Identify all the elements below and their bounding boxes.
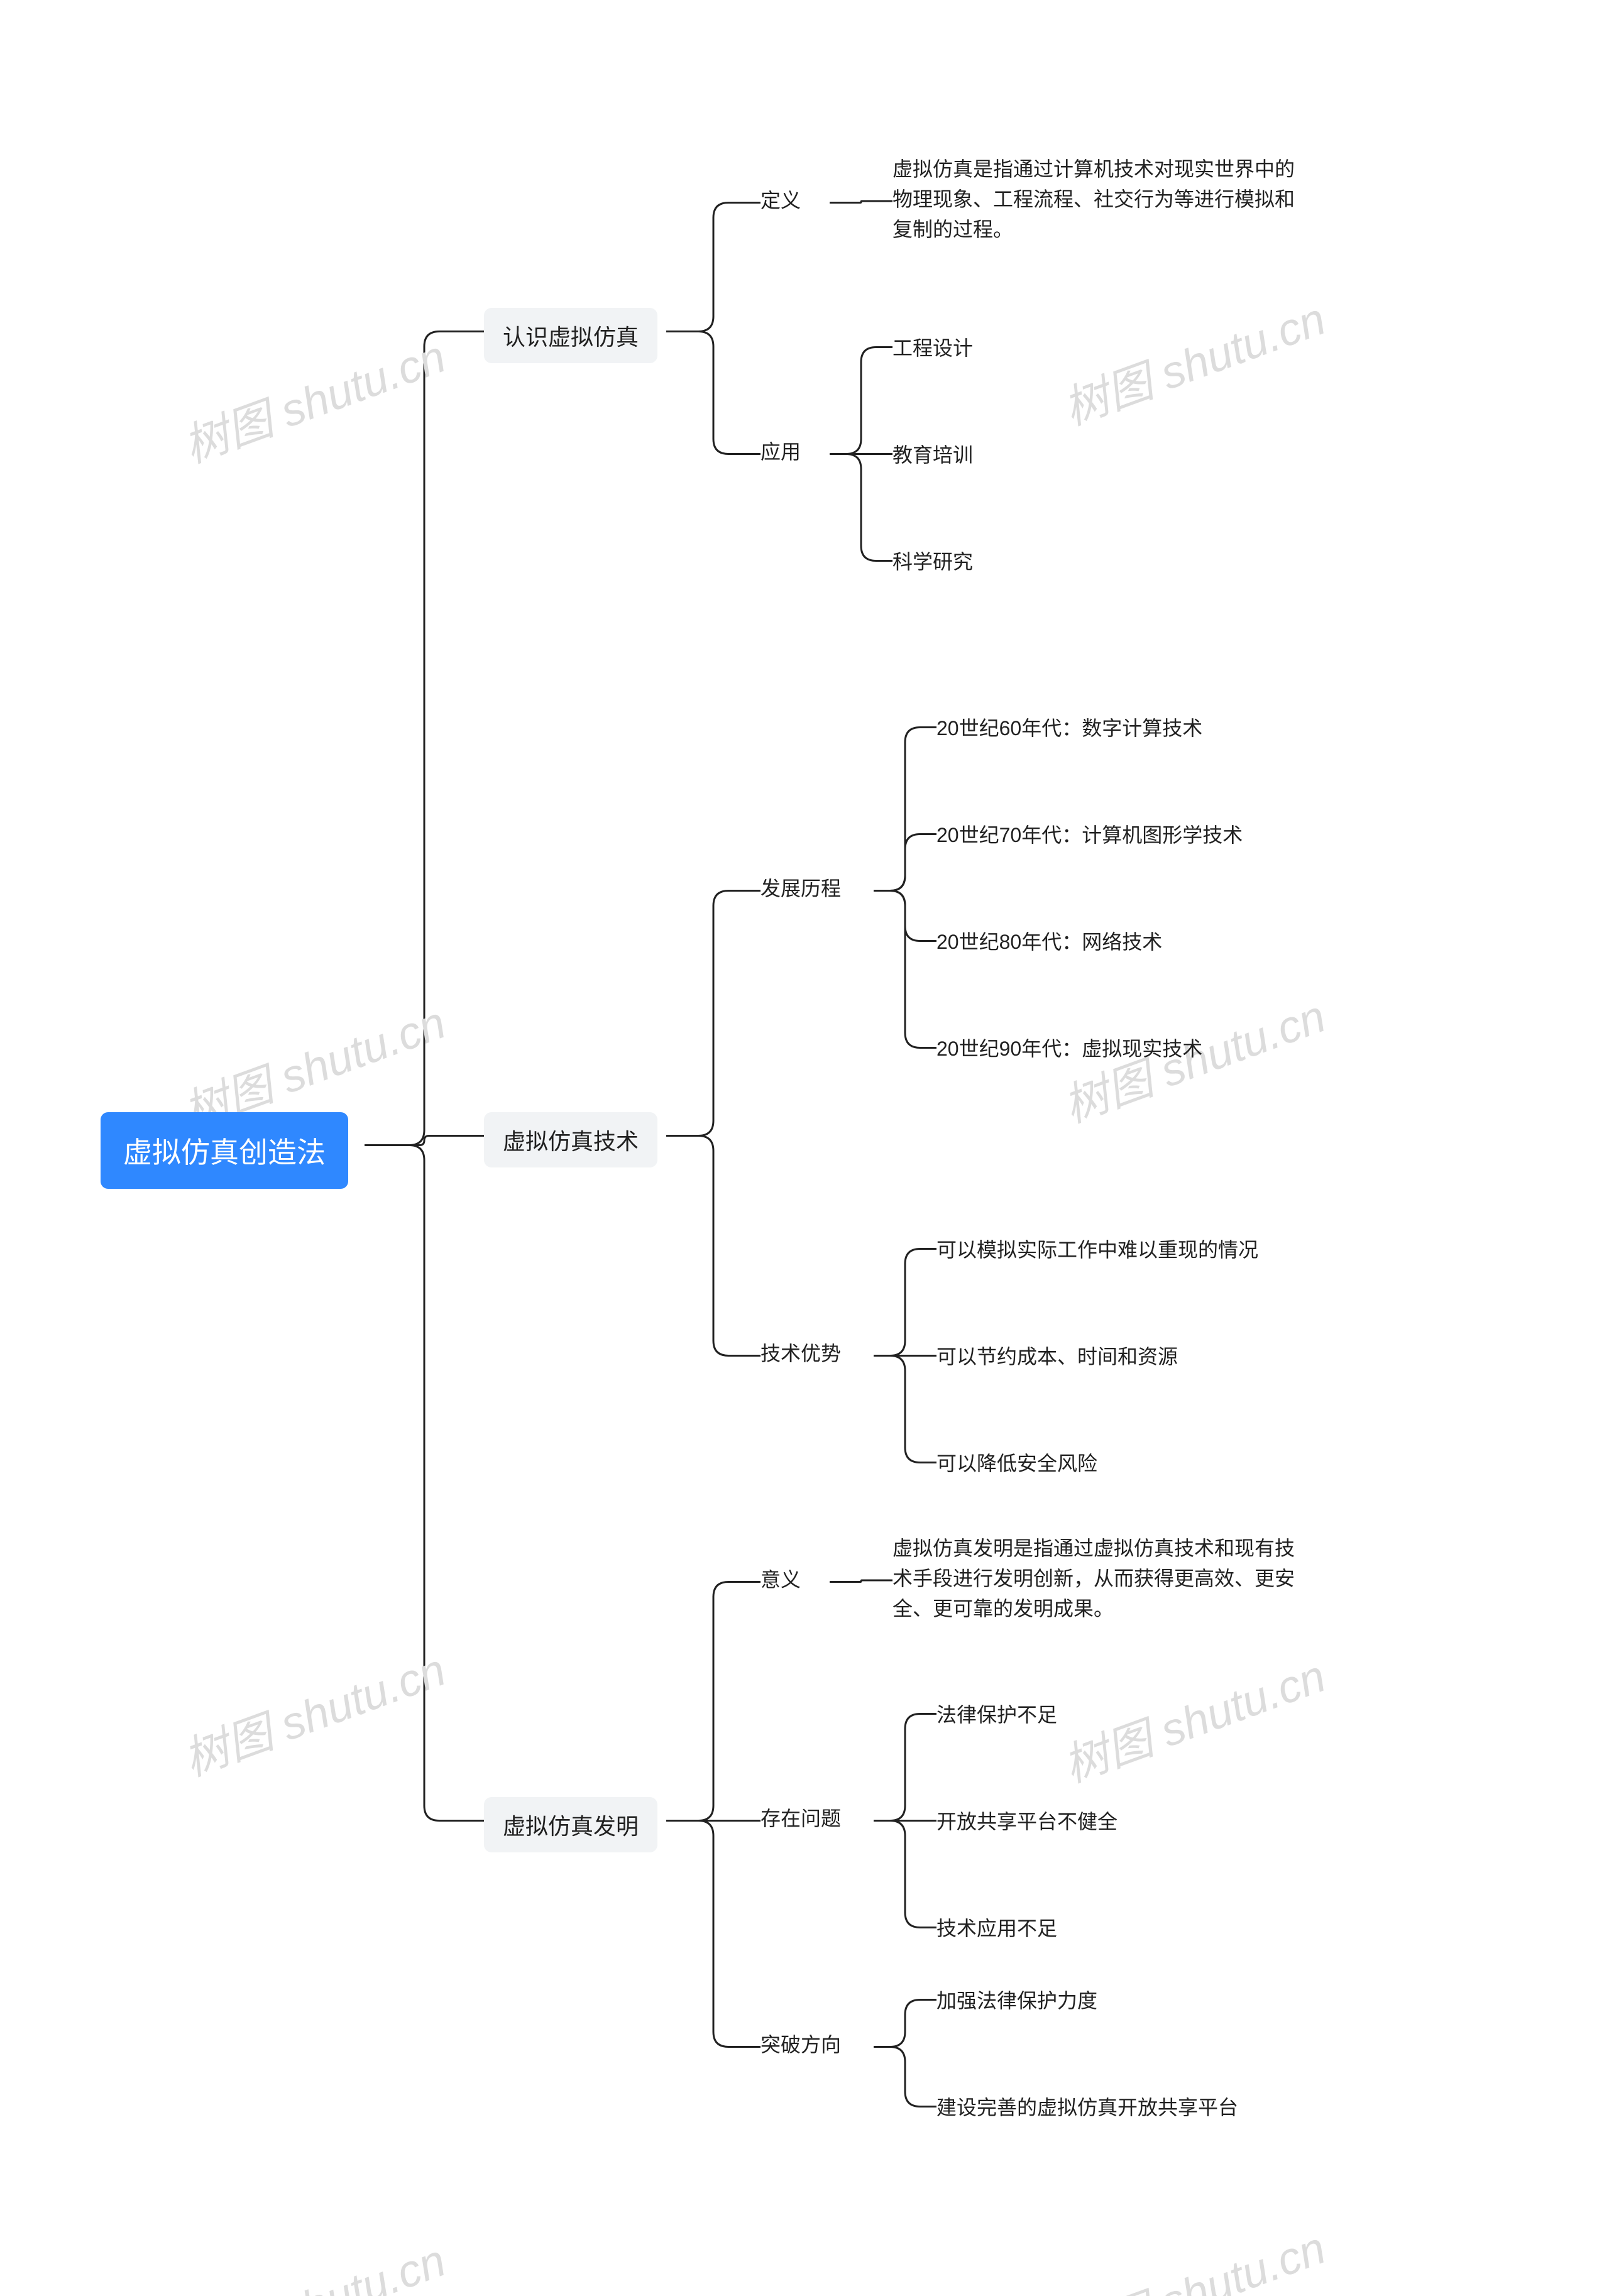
node-meaning[interactable]: 意义 [761, 1565, 801, 1595]
leaf-adv-save: 可以节约成本、时间和资源 [936, 1342, 1178, 1372]
leaf-definition-text: 虚拟仿真是指通过计算机技术对现实世界中的 物理现象、工程流程、社交行为等进行模拟… [892, 154, 1295, 244]
leaf-engineering-design: 工程设计 [892, 333, 973, 363]
branch-technology[interactable]: 虚拟仿真技术 [484, 1112, 657, 1167]
leaf-break-platform: 建设完善的虚拟仿真开放共享平台 [936, 2092, 1238, 2123]
leaf-prob-tech: 技术应用不足 [936, 1913, 1057, 1943]
leaf-1960s: 20世纪60年代：数字计算技术 [936, 713, 1202, 743]
node-history[interactable]: 发展历程 [761, 873, 841, 904]
leaf-1990s: 20世纪90年代：虚拟现实技术 [936, 1034, 1202, 1064]
mindmap-root[interactable]: 虚拟仿真创造法 [101, 1112, 348, 1189]
leaf-education-training: 教育培训 [892, 440, 973, 470]
leaf-prob-legal: 法律保护不足 [936, 1700, 1057, 1730]
leaf-1980s: 20世纪80年代：网络技术 [936, 927, 1162, 957]
leaf-prob-platform: 开放共享平台不健全 [936, 1807, 1118, 1837]
leaf-scientific-research: 科学研究 [892, 547, 973, 577]
branch-recognize[interactable]: 认识虚拟仿真 [484, 308, 657, 363]
leaf-adv-simulate: 可以模拟实际工作中难以重现的情况 [936, 1235, 1258, 1265]
node-advantages[interactable]: 技术优势 [761, 1338, 841, 1369]
branch-invention[interactable]: 虚拟仿真发明 [484, 1797, 657, 1852]
leaf-1970s: 20世纪70年代：计算机图形学技术 [936, 820, 1243, 850]
node-problems[interactable]: 存在问题 [761, 1803, 841, 1834]
leaf-break-legal: 加强法律保护力度 [936, 1986, 1097, 2016]
node-application[interactable]: 应用 [761, 437, 801, 467]
leaf-adv-safety: 可以降低安全风险 [936, 1448, 1097, 1479]
node-definition[interactable]: 定义 [761, 185, 801, 216]
leaf-meaning-text: 虚拟仿真发明是指通过虚拟仿真技术和现有技 术手段进行发明创新，从而获得更高效、更… [892, 1533, 1295, 1624]
node-breakthrough[interactable]: 突破方向 [761, 2030, 841, 2060]
